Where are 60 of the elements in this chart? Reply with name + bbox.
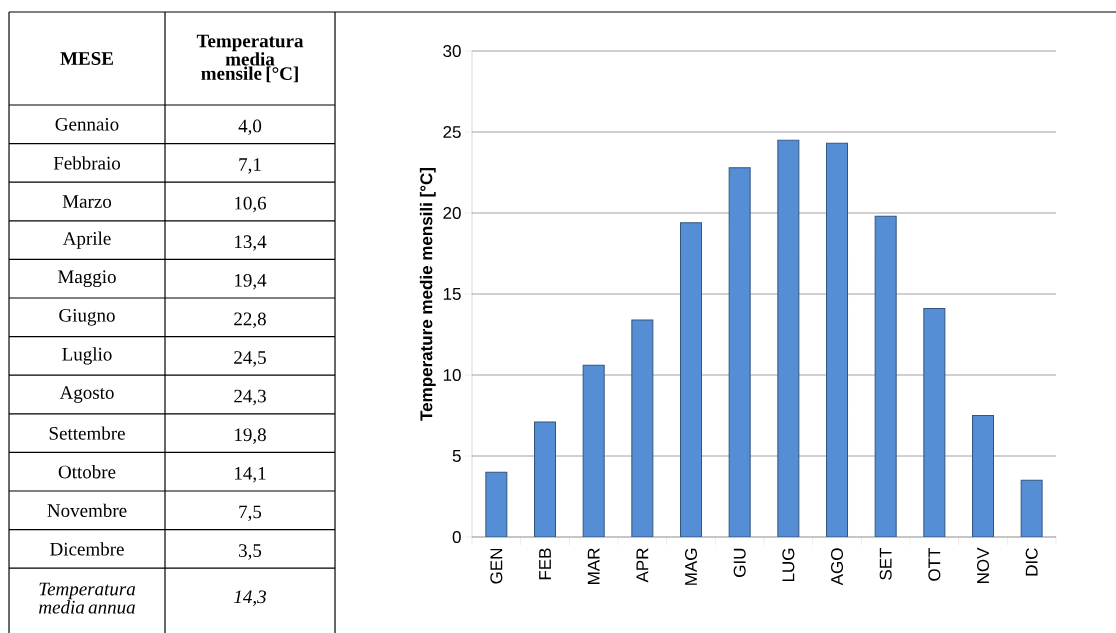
x-tick-label: APR [636,548,649,583]
bar [777,139,800,538]
text: 10,6 [235,196,267,213]
bar [582,364,605,538]
bar [534,421,557,538]
text: Giugno [59,308,115,326]
x-tick-label: GIU [733,548,746,577]
bar [631,319,654,538]
y-tick-label: 5 [452,450,461,462]
x-tick-label: SET [879,547,892,580]
text: Gennaio [55,117,119,131]
bar [826,142,849,538]
text: Temperatura media mensile [°C] [196,34,304,83]
bar [874,215,897,538]
x-tick-label: MAR [587,548,600,584]
x-tick-label: GEN [490,548,503,584]
y-tick-label: 0 [452,530,461,544]
text: 19,8 [235,428,266,444]
x-tick-label: AGO [830,548,844,586]
x-tick-label: LUG [782,548,795,582]
y-tick-label: 25 [443,125,461,139]
text: 14,3 [234,590,266,606]
bar [1020,479,1043,538]
y-tick-label: 15 [443,288,461,300]
bar [923,308,946,538]
text: Maggio [58,270,116,288]
x-tick-label: OTT [928,547,941,581]
text: Dicembre [50,542,124,556]
text: 24,3 [234,389,266,406]
text: Febbraio [53,156,121,170]
y-axis-title: Temperature medie mensili [°C] [419,167,436,421]
x-tick-label: FEB [539,548,551,580]
text: 19,4 [235,273,267,290]
text: 7,1 [239,158,261,174]
x-tick-label: NOV [976,547,990,583]
bar [485,471,508,538]
text: Aprile [62,231,111,249]
text: 13,4 [235,235,267,251]
text: 7,5 [239,505,262,521]
bar [972,415,995,538]
text: 3,5 [239,544,262,560]
text: 4,0 [238,119,262,136]
text: Novembre [47,503,127,517]
y-tick-label: 30 [443,44,461,58]
x-tick-label: MAG [684,548,698,585]
text: Ottobre [58,465,116,479]
bar [728,167,751,538]
text: Settembre [49,426,125,440]
text: Temperatura media annua [39,582,136,614]
x-tick-label: DIC [1025,548,1038,576]
text: 22,8 [234,312,266,329]
text: Agosto [59,386,114,403]
bar [680,222,703,538]
y-tick-label: 20 [443,206,461,220]
y-tick-label: 10 [443,368,461,382]
text: 24,5 [234,351,266,367]
text: MESE [60,52,113,65]
text: 14,1 [235,466,266,483]
text: Marzo [62,195,112,208]
text: Luglio [62,347,112,365]
